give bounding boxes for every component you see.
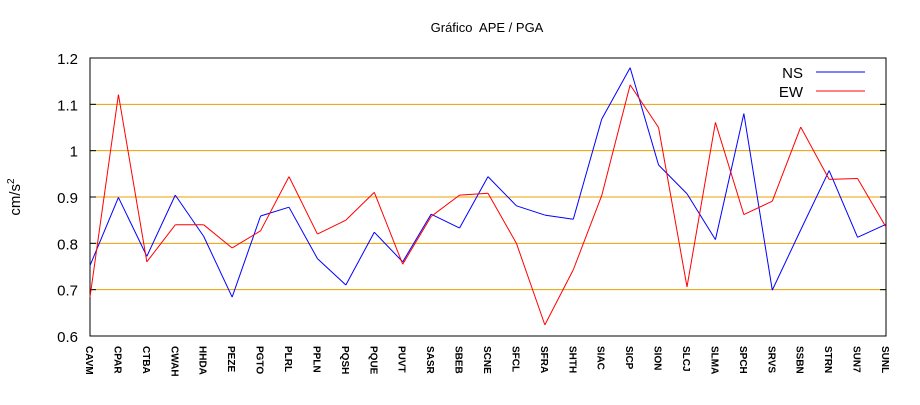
line-segment [858,224,886,237]
x-tick-label: SBEB [453,346,464,374]
legend-label: NS [782,65,803,82]
line-segment [516,206,544,215]
x-tick-label: PLRL [282,346,293,372]
x-tick-label: SICP [623,346,634,370]
x-tick-label: SLMA [708,346,719,374]
line-segment [829,171,857,238]
line-segment [659,128,687,287]
line-segment [858,178,886,227]
line-segment [715,122,743,214]
x-tick-label: STRN [822,346,833,373]
line-segment [744,114,772,291]
x-tick-label: HHDA [197,346,208,375]
line-segment [602,85,630,196]
x-tick-label: SASR [424,346,435,375]
x-tick-label: CPAR [111,346,122,374]
x-tick-label: SIAC [595,346,606,370]
line-segment [289,177,317,234]
line-segment [261,207,289,216]
line-segment [118,95,146,262]
y-axis-label: cm/s2 [6,178,24,216]
line-segment [317,259,345,285]
x-tick-label: SFCL [509,346,520,372]
line-segment [573,119,601,219]
line-segment [516,243,544,325]
line-segment [687,194,715,240]
x-tick-label: SCNE [481,346,492,374]
y-tick-label: 1 [70,144,78,161]
line-segment [90,95,118,297]
line-segment [90,197,118,265]
line-segment [687,122,715,286]
y-tick-label: 0.7 [57,283,78,300]
line-segment [317,220,345,234]
x-tick-label: PUVT [396,346,407,373]
line-segment [545,270,573,325]
line-segment [261,177,289,231]
line-segment [460,177,488,228]
y-tick-label: 0.6 [57,329,78,346]
line-segment [204,236,232,297]
line-segment [801,171,829,230]
x-tick-label: CTBA [140,346,151,374]
x-tick-label: PEZE [225,346,236,372]
line-segment [346,232,374,285]
line-segment [630,85,658,128]
line-segment [118,197,146,256]
line-segment [460,193,488,195]
x-tick-label: SHTH [566,346,577,373]
line-segment [772,127,800,201]
line-segment [573,196,601,270]
x-tick-label: CAVM [83,346,94,375]
x-tick-label: SION [652,346,663,370]
x-tick-label: SRVS [765,346,776,373]
y-tick-label: 1.2 [57,51,78,68]
line-segment [602,68,630,119]
y-tick-label: 0.9 [57,190,78,207]
line-segment [403,214,431,262]
line-segment [374,232,402,262]
x-tick-label: PQSH [339,346,350,374]
line-segment [801,127,829,179]
line-segment [829,178,857,179]
chart-title: Gráfico APE / PGA [431,20,544,35]
series-ns [90,68,886,297]
x-tick-label: PPLN [310,346,321,373]
x-tick-label: CWAH [168,346,179,377]
x-tick-label: SPCH [737,346,748,374]
x-tick-label: SUN7 [851,346,862,373]
line-segment [715,114,743,240]
x-tick-label: PQUE [367,346,378,375]
line-segment [545,215,573,219]
line-segment [772,230,800,290]
series-ew [90,85,886,325]
line-segment [289,207,317,258]
line-segment [431,214,459,228]
line-segment [374,192,402,264]
line-segment [659,165,687,194]
legend: NS EW [779,65,865,101]
line-segment [232,231,260,248]
line-segment [232,216,260,297]
x-tick-label: SUNL [879,346,890,373]
x-tick-label: SSBN [794,346,805,374]
line-segment [431,195,459,216]
legend-label: EW [779,84,804,101]
y-axis-label-superscript: 2 [6,178,17,184]
line-segment [147,195,175,256]
x-tick-label: PGTO [254,346,265,374]
y-tick-label: 0.8 [57,236,78,253]
line-segment [175,195,203,236]
x-tick-label: SFRA [538,346,549,373]
x-tick-label: SLCJ [680,346,691,372]
line-segment [403,216,431,264]
y-tick-label: 1.1 [57,97,78,114]
